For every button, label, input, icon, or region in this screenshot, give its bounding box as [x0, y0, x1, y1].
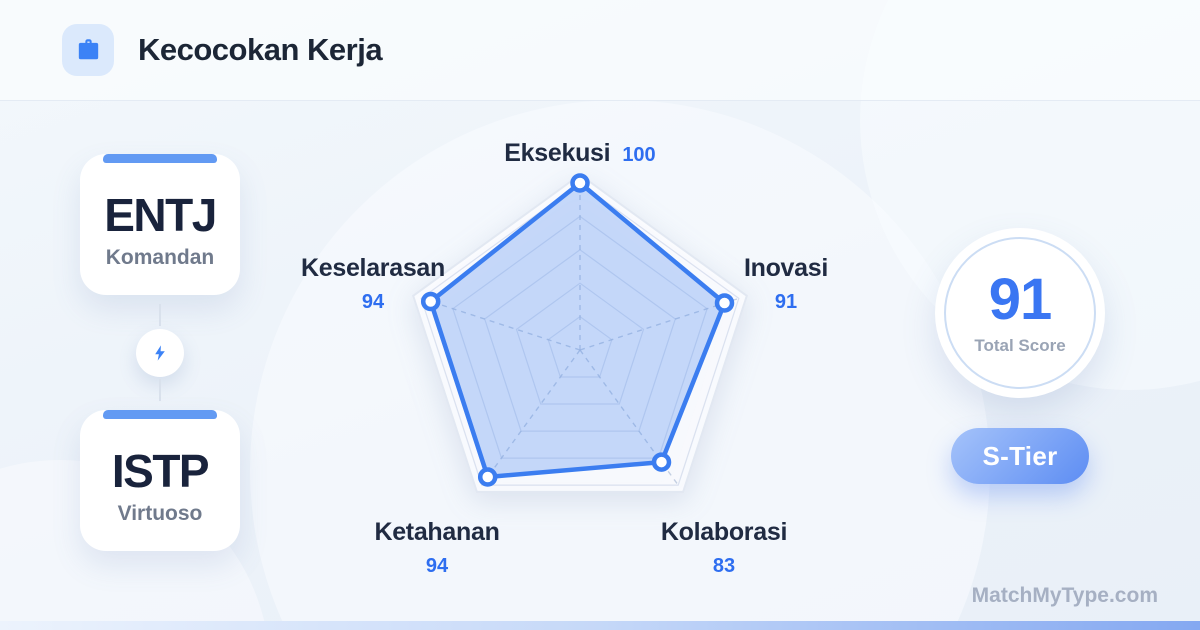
- axis-label-kolaborasi: Kolaborasi 83: [634, 517, 814, 578]
- axis-value: 91: [774, 291, 798, 313]
- type-card-a: ENTJ Komandan: [80, 154, 240, 295]
- lightning-icon: [136, 329, 184, 377]
- header: Kecocokan Kerja: [0, 0, 1200, 101]
- axis-value: 94: [425, 555, 449, 577]
- type-b-code: ISTP: [111, 444, 210, 497]
- axis-value: 100: [622, 144, 656, 166]
- axis-value: 94: [361, 291, 385, 313]
- axis-label-keselarasan: Keselarasan 94: [293, 253, 453, 314]
- briefcase-icon: [62, 24, 114, 76]
- total-score-circle: 91 Total Score: [935, 228, 1105, 398]
- page-title: Kecocokan Kerja: [138, 32, 383, 67]
- type-card-b: ISTP Virtuoso: [80, 410, 240, 551]
- axis-name: Eksekusi: [504, 139, 611, 167]
- axis-name: Inovasi: [743, 254, 829, 282]
- axis-name: Keselarasan: [300, 254, 446, 282]
- type-b-name: Virtuoso: [117, 502, 203, 526]
- radar-chart: [412, 173, 748, 493]
- axis-name: Kolaborasi: [660, 518, 788, 546]
- type-a-code: ENTJ: [104, 188, 217, 241]
- axis-name: Ketahanan: [374, 518, 500, 546]
- connector-line: [159, 304, 161, 326]
- bottom-accent-bar: [0, 621, 1200, 630]
- axis-label-eksekusi: Eksekusi 100: [440, 138, 720, 168]
- score-ring: [944, 237, 1096, 389]
- tier-badge: S-Tier: [951, 428, 1089, 484]
- card-accent-bar: [103, 410, 217, 419]
- type-a-name: Komandan: [105, 246, 215, 270]
- connector-line: [159, 379, 161, 401]
- watermark: MatchMyType.com: [971, 584, 1158, 607]
- axis-label-inovasi: Inovasi 91: [706, 253, 866, 314]
- card-accent-bar: [103, 154, 217, 163]
- axis-value: 83: [712, 555, 736, 577]
- axis-label-ketahanan: Ketahanan 94: [347, 517, 527, 578]
